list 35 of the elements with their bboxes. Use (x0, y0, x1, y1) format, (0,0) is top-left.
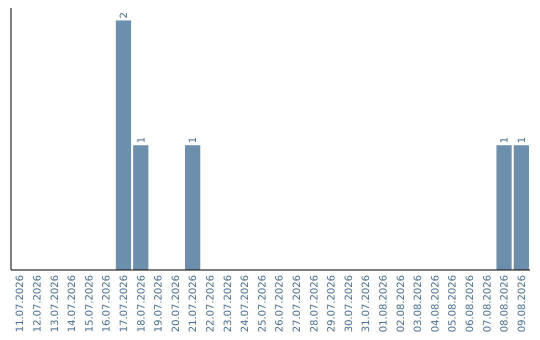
x-tick-label: 17.07.2026 (118, 275, 130, 332)
x-tick-label: 09.08.2026 (516, 275, 528, 332)
x-tick-label: 01.08.2026 (378, 275, 390, 332)
data-label: 1 (500, 136, 511, 144)
x-tick-label: 05.08.2026 (448, 275, 459, 332)
x-tick-label: 07.08.2026 (482, 275, 494, 332)
data-label: 1 (516, 136, 528, 144)
x-tick-label: 21.07.2026 (188, 275, 200, 332)
x-tick-label: 11.07.2026 (15, 275, 26, 332)
x-tick-label: 15.07.2026 (84, 275, 96, 332)
x-tick-label: 27.07.2026 (292, 275, 303, 332)
x-tick-label: 23.07.2026 (222, 275, 234, 332)
x-tick-label: 25.07.2026 (257, 275, 268, 332)
x-tick-label: 14.07.2026 (67, 275, 78, 332)
data-label: 2 (118, 12, 130, 18)
x-tick-label: 22.07.2026 (205, 275, 216, 332)
x-tick-label: 02.08.2026 (396, 275, 407, 332)
x-tick-label: 13.07.2026 (50, 275, 61, 332)
x-tick-label: 30.07.2026 (344, 275, 355, 332)
x-tick-label: 24.07.2026 (240, 275, 252, 332)
x-tick-label: 28.07.2026 (309, 275, 320, 332)
x-tick-label: 12.07.2026 (32, 275, 44, 332)
x-tick-label: 04.08.2026 (430, 275, 442, 332)
x-tick-label: 08.08.2026 (500, 275, 511, 332)
x-tick-label: 26.07.2026 (274, 275, 286, 332)
x-tick-label: 03.08.2026 (413, 275, 424, 332)
data-label: 1 (136, 136, 148, 144)
x-tick-label: 06.08.2026 (464, 275, 476, 332)
data-label: 1 (188, 136, 200, 144)
x-tick-label: 31.07.2026 (361, 275, 372, 332)
x-tick-label: 16.07.2026 (102, 275, 113, 332)
x-tick-label: 20.07.2026 (170, 275, 182, 332)
x-tick-label: 18.07.2026 (136, 275, 148, 332)
x-tick-label: 29.07.2026 (326, 275, 338, 332)
x-tick-label: 19.07.2026 (154, 275, 165, 332)
